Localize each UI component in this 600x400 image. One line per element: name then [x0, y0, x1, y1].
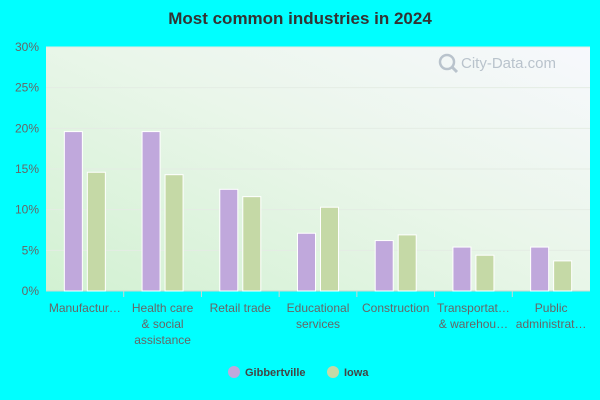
bar-iowa-0 [86, 171, 106, 292]
legend: Gibbertville Iowa [228, 366, 369, 379]
category-label: Public [535, 301, 568, 315]
bars [63, 131, 573, 292]
legend-swatch-gibbertville [228, 366, 240, 378]
category-label: Transportat… [437, 301, 510, 315]
gridlines [46, 46, 590, 297]
y-tick-label: 10% [15, 203, 39, 217]
watermark: City-Data.com [438, 53, 556, 74]
y-tick-label: 25% [15, 81, 39, 95]
chart-title: Most common industries in 2024 [168, 9, 432, 28]
y-tick-label: 30% [15, 40, 39, 54]
category-labels: Manufactur… Health care & social assistance… [49, 301, 587, 347]
category-label: Educational [287, 301, 350, 315]
legend-label-iowa: Iowa [344, 367, 369, 379]
y-axis-ticks: 0% 5% 10% 15% 20% 25% 30% [15, 40, 39, 298]
bar-iowa-5 [475, 254, 495, 292]
legend-swatch-iowa [327, 366, 339, 378]
bar-gibbertville-5 [452, 246, 472, 292]
bar-iowa-2 [242, 196, 262, 292]
bar-iowa-6 [553, 260, 573, 292]
category-label: & social [142, 317, 184, 331]
category-label: & warehou… [439, 317, 508, 331]
category-label: Health care [132, 301, 194, 315]
bar-iowa-1 [164, 174, 184, 292]
y-tick-label: 5% [22, 243, 40, 257]
legend-label-gibbertville: Gibbertville [245, 367, 306, 379]
bar-gibbertville-6 [530, 246, 550, 292]
bar-gibbertville-3 [297, 232, 316, 292]
bar-iowa-4 [397, 234, 417, 292]
magnifier-icon [438, 53, 459, 74]
bar-gibbertville-2 [219, 188, 239, 292]
y-tick-label: 0% [22, 284, 40, 298]
watermark-text: City-Data.com [461, 55, 556, 72]
category-label: services [296, 317, 340, 331]
category-label: Manufactur… [49, 301, 121, 315]
bar-gibbertville-0 [63, 131, 83, 292]
category-label: Retail trade [210, 301, 272, 315]
category-label: administrat… [516, 317, 587, 331]
category-label: Construction [362, 301, 429, 315]
y-tick-label: 15% [15, 162, 39, 176]
bar-gibbertville-1 [141, 131, 161, 292]
category-label: assistance [134, 333, 191, 347]
bar-gibbertville-4 [374, 240, 394, 292]
y-tick-label: 20% [15, 121, 39, 135]
bar-iowa-3 [320, 206, 339, 292]
